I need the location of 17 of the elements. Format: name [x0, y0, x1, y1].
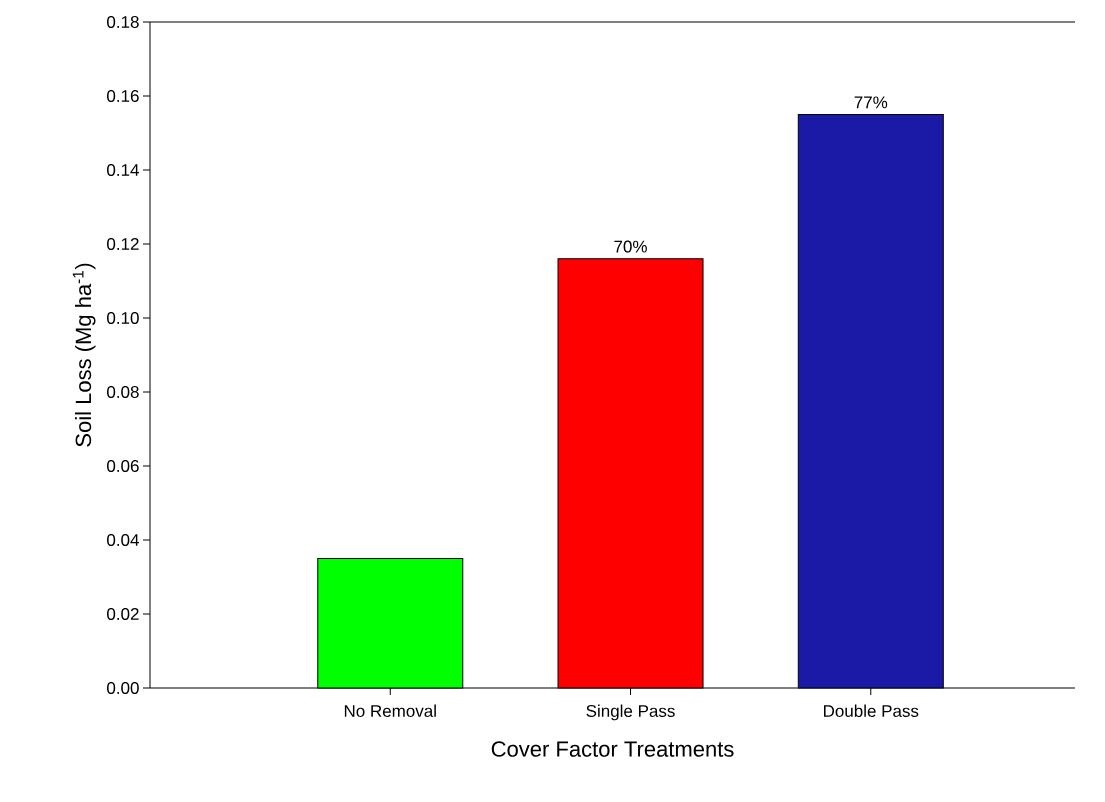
y-tick-label: 0.10: [107, 311, 139, 325]
y-tick-label: 0.16: [107, 89, 139, 103]
y-tick-label: 0.06: [107, 459, 139, 473]
y-tick-label: 0.02: [107, 607, 139, 621]
annotation: 77%: [854, 96, 888, 109]
x-tick-label: No Removal: [344, 704, 436, 718]
y-tick-label: 0.00: [107, 681, 139, 695]
x-tick-label: Single Pass: [586, 704, 675, 721]
y-tick-label: 0.04: [107, 533, 139, 547]
y-tick-label: 0.08: [107, 385, 139, 399]
annotation: 70%: [614, 240, 647, 253]
y-tick-label: 0.12: [107, 237, 139, 251]
y-tick-label: 0.18: [107, 15, 139, 29]
y-axis-title: Soil Loss (Mg ha$^{-1}$): [72, 263, 96, 447]
x-axis-title: Cover Factor Treatments: [491, 741, 734, 757]
y-tick-label: 0.14: [107, 163, 139, 177]
x-tick-label: Double Pass: [823, 704, 919, 718]
